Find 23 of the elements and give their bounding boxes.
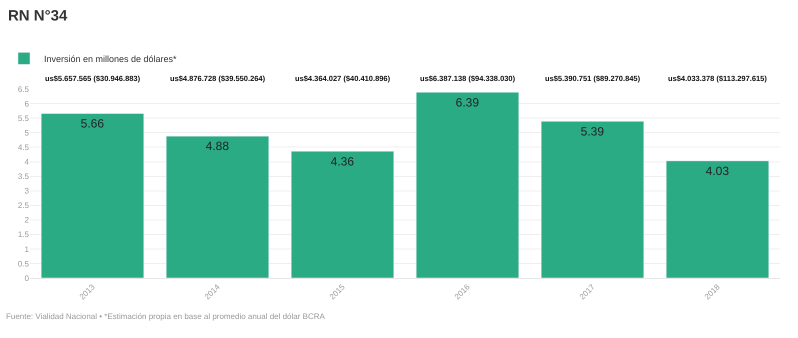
y-tick-label: 0.5 bbox=[18, 259, 30, 268]
y-tick-label: 6 bbox=[24, 99, 30, 108]
data-label: 4.03 bbox=[706, 164, 730, 178]
y-tick-label: 0 bbox=[24, 274, 30, 283]
y-tick-label: 2.5 bbox=[18, 201, 30, 210]
y-tick-label: 1 bbox=[24, 244, 30, 254]
y-tick-label: 5 bbox=[24, 128, 30, 138]
y-tick-label: 6.5 bbox=[18, 84, 30, 94]
y-tick-label: 3 bbox=[24, 186, 30, 196]
y-tick-label: 1.5 bbox=[18, 230, 30, 240]
source-note: Fuente: Vialidad Nacional • *Estimación propia en base al promedio anual del dólar BCRA bbox=[6, 312, 326, 321]
y-tick-label: 5.5 bbox=[18, 114, 30, 123]
chart-title: RN N°34 bbox=[8, 8, 68, 25]
data-label: 4.36 bbox=[330, 154, 354, 168]
data-label: 4.88 bbox=[206, 139, 230, 154]
legend-label: Inversión en millones de dólares* bbox=[44, 54, 178, 64]
data-label: 5.66 bbox=[80, 116, 104, 131]
y-tick-label: 4.5 bbox=[18, 143, 30, 152]
y-tick-label: 4 bbox=[24, 158, 30, 167]
y-tick-label: 2 bbox=[24, 216, 30, 225]
y-tick-label: 3.5 bbox=[18, 172, 30, 182]
data-label: 5.39 bbox=[580, 124, 604, 138]
data-label: 6.39 bbox=[456, 95, 480, 110]
